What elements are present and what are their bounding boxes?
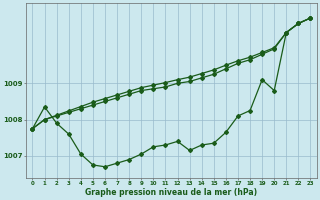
X-axis label: Graphe pression niveau de la mer (hPa): Graphe pression niveau de la mer (hPa) (85, 188, 258, 197)
